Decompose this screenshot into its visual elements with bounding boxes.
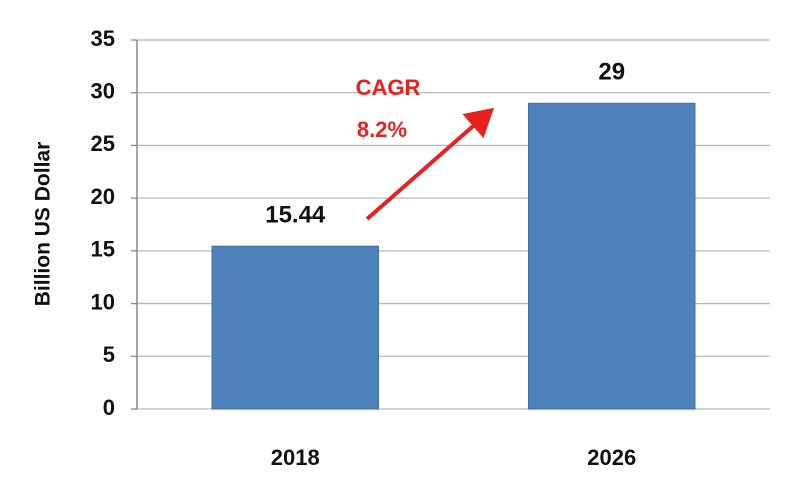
y-tick-label: 0	[103, 395, 115, 420]
y-tick-label: 35	[91, 26, 115, 51]
annotation: CAGR	[356, 75, 421, 100]
y-tick-label: 5	[103, 342, 115, 367]
x-tick-label: 2018	[271, 445, 320, 470]
x-tick-label: 2026	[587, 445, 636, 470]
bar	[528, 102, 696, 410]
y-tick-label: 10	[91, 289, 115, 314]
data-label: 15.44	[265, 202, 326, 229]
bar	[211, 245, 379, 410]
annotation: 8.2%	[357, 117, 407, 142]
y-tick-label: 20	[91, 184, 115, 209]
cagr-arrow	[365, 107, 495, 221]
y-axis-label: Billion US Dollar	[32, 142, 55, 307]
data-label: 29	[598, 59, 625, 86]
y-tick-label: 30	[91, 79, 115, 104]
y-tick-label: 25	[91, 131, 115, 156]
y-tick-label: 15	[91, 237, 115, 262]
